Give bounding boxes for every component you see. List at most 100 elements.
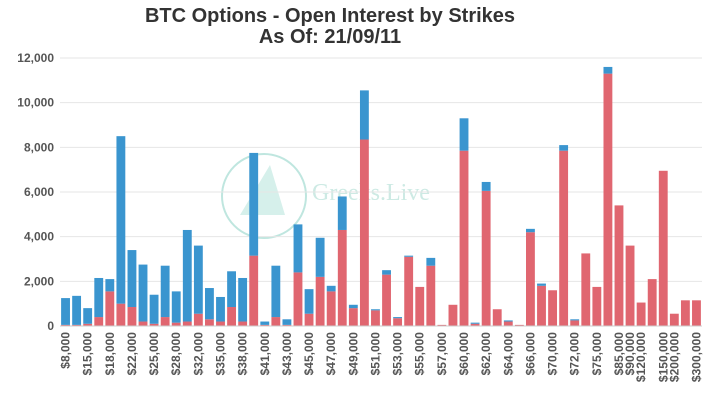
bar-segment (570, 320, 580, 326)
bar-segment (61, 298, 70, 325)
bar-segment (138, 321, 148, 326)
bar-segment (404, 255, 414, 257)
bar-segment (326, 291, 336, 326)
bar-segment (315, 276, 325, 326)
bar-segment (227, 271, 236, 308)
bar-segment (282, 324, 292, 326)
bar-segment (426, 265, 436, 326)
bar-segment (326, 285, 336, 292)
bar-segment (492, 309, 502, 326)
x-tick-label: $8,000 (59, 332, 73, 369)
x-tick-label: $41,000 (258, 332, 272, 376)
bar-segment (537, 285, 546, 326)
bar-segment (337, 229, 347, 326)
bar-segment (193, 245, 203, 314)
bar-segment (614, 205, 624, 326)
bar-segment (127, 250, 137, 308)
bar-segment (603, 66, 613, 74)
x-tick-label: $51,000 (368, 332, 382, 376)
bar-segment (514, 324, 524, 326)
x-tick-label: $55,000 (413, 332, 427, 376)
x-tick-label: $62,000 (479, 332, 493, 376)
chart-title: BTC Options - Open Interest by Strikes (145, 5, 515, 27)
bar-segment (393, 318, 403, 326)
bar-segment (481, 181, 491, 191)
bar-segment (680, 300, 690, 326)
bar-segment (304, 313, 314, 326)
bar-segment (459, 150, 469, 326)
x-tick-label: $49,000 (346, 332, 360, 376)
x-tick-label: $35,000 (214, 332, 228, 376)
bar-segment (205, 319, 214, 326)
bar-segment (127, 307, 137, 326)
bar-segment (692, 300, 701, 326)
bar-segment (271, 265, 281, 318)
x-tick-label: $120,000 (634, 332, 648, 382)
bar-segment (304, 289, 314, 314)
y-tick-label: 2,000 (24, 274, 54, 288)
x-tick-label: $72,000 (568, 332, 582, 376)
x-tick-label: $57,000 (435, 332, 449, 376)
x-tick-label: $47,000 (324, 332, 338, 376)
bar-segment (393, 317, 403, 319)
bar-segment (238, 277, 248, 322)
bar-segment (348, 308, 358, 326)
bar-segment (481, 190, 491, 326)
x-tick-label: $64,000 (501, 332, 515, 376)
x-tick-label: $53,000 (391, 332, 405, 376)
bar-segment (293, 224, 303, 273)
bar-segment (171, 322, 181, 326)
y-tick-label: 4,000 (24, 230, 54, 244)
bar-segment (359, 139, 369, 326)
bar-segment (647, 279, 657, 326)
bar-segment (559, 145, 569, 151)
x-tick-label: $25,000 (147, 332, 161, 376)
bar-segment (548, 290, 557, 326)
x-tick-label: $18,000 (103, 332, 117, 376)
bar-segment (149, 323, 159, 326)
bar-segment (526, 228, 535, 233)
bar-segment (72, 324, 82, 326)
bar-segment (216, 296, 225, 322)
bar-segment (437, 324, 447, 326)
x-tick-label: $66,000 (523, 332, 537, 376)
bar-segment (603, 73, 613, 326)
bar-segment (171, 291, 181, 323)
x-tick-label: $60,000 (457, 332, 471, 376)
bar-segment (282, 319, 292, 325)
x-tick-label: $90,000 (623, 332, 637, 376)
bar-segment (658, 170, 668, 326)
bar-segment (94, 277, 104, 318)
bar-segment (216, 321, 225, 326)
x-tick-label: $150,000 (656, 332, 670, 382)
bar-segment (260, 324, 270, 326)
x-tick-label: $45,000 (302, 332, 316, 376)
chart-subtitle: As Of: 21/09/11 (259, 26, 401, 48)
bar-segment (105, 279, 115, 292)
bar-segment (271, 317, 281, 326)
bar-segment (348, 304, 358, 309)
x-tick-label: $22,000 (125, 332, 139, 376)
bar-segment (227, 307, 236, 326)
bar-segment (337, 196, 347, 230)
y-tick-label: 6,000 (24, 185, 54, 199)
bar-segment (116, 136, 126, 304)
bar-segment (559, 150, 569, 326)
bar-segment (426, 257, 436, 266)
watermark-logo (221, 153, 307, 239)
x-tick-label: $200,000 (667, 332, 681, 382)
x-tick-label: $43,000 (280, 332, 294, 376)
bar-segment (83, 308, 93, 324)
bar-segment (83, 323, 93, 326)
bar-segment (448, 304, 458, 326)
bar-segment (238, 321, 248, 326)
bar-segment (382, 270, 391, 275)
y-tick-label: 8,000 (24, 140, 54, 154)
bar-segment (138, 264, 148, 322)
bar-segment (636, 302, 646, 326)
bar-segment (470, 322, 480, 324)
watermark: Greeks.Live (312, 180, 430, 206)
watermark-logo (240, 165, 285, 215)
bar-segment (371, 309, 380, 311)
